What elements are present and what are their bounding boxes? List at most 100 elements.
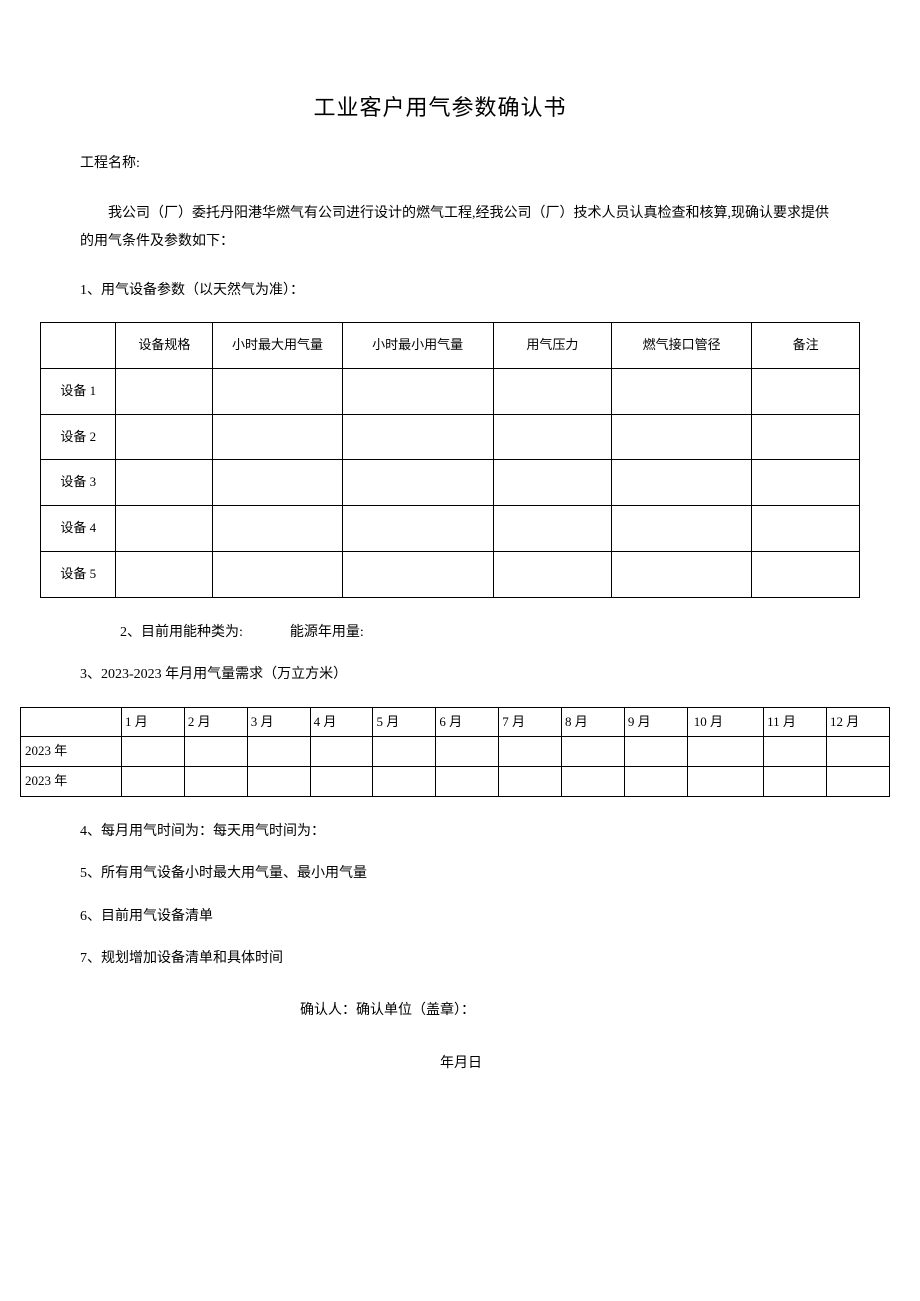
year-label: 2023 年 xyxy=(21,737,122,767)
row-label: 设备 1 xyxy=(41,368,116,414)
cell xyxy=(310,737,373,767)
cell xyxy=(213,460,342,506)
row-label: 设备 4 xyxy=(41,506,116,552)
project-name-label: 工程名称: xyxy=(80,153,840,175)
table-header-row: 1 月 2 月 3 月 4 月 5 月 6 月 7 月 8 月 9 月 10 月… xyxy=(21,707,890,737)
section-3-label: 3、2023-2023 年月用气量需求（万立方米） xyxy=(80,664,840,686)
th-month: 4 月 xyxy=(310,707,373,737)
cell xyxy=(612,506,752,552)
th-spec: 设备规格 xyxy=(116,322,213,368)
table-row: 设备 5 xyxy=(41,551,860,597)
th-pipe: 燃气接口管径 xyxy=(612,322,752,368)
cell xyxy=(116,368,213,414)
section-1-label: 1、用气设备参数（以天然气为准）： xyxy=(80,280,840,302)
th-month: 1 月 xyxy=(122,707,185,737)
cell xyxy=(493,368,612,414)
cell xyxy=(562,767,625,797)
cell xyxy=(436,737,499,767)
cell xyxy=(213,414,342,460)
cell xyxy=(752,551,860,597)
cell xyxy=(752,414,860,460)
cell xyxy=(184,737,247,767)
cell xyxy=(499,737,562,767)
cell xyxy=(612,368,752,414)
cell xyxy=(612,460,752,506)
th-month: 6 月 xyxy=(436,707,499,737)
cell xyxy=(122,737,185,767)
cell xyxy=(624,737,687,767)
cell xyxy=(342,551,493,597)
cell xyxy=(612,551,752,597)
cell xyxy=(213,551,342,597)
cell xyxy=(342,414,493,460)
year-label: 2023 年 xyxy=(21,767,122,797)
th-month: 3 月 xyxy=(247,707,310,737)
table-row: 2023 年 xyxy=(21,767,890,797)
monthly-demand-table: 1 月 2 月 3 月 4 月 5 月 6 月 7 月 8 月 9 月 10 月… xyxy=(20,707,890,797)
cell xyxy=(687,767,763,797)
section-7-label: 7、规划增加设备清单和具体时间 xyxy=(80,948,840,970)
cell xyxy=(687,737,763,767)
cell xyxy=(213,506,342,552)
cell xyxy=(752,368,860,414)
row-label: 设备 3 xyxy=(41,460,116,506)
cell xyxy=(499,767,562,797)
th-min: 小时最小用气量 xyxy=(342,322,493,368)
section-2-a: 2、目前用能种类为: xyxy=(120,625,243,640)
cell xyxy=(764,767,827,797)
cell xyxy=(184,767,247,797)
th-month: 9 月 xyxy=(624,707,687,737)
th-month: 5 月 xyxy=(373,707,436,737)
cell xyxy=(342,506,493,552)
cell xyxy=(493,460,612,506)
section-2-b: 能源年用量: xyxy=(290,625,364,640)
cell xyxy=(342,460,493,506)
cell xyxy=(116,551,213,597)
row-label: 设备 5 xyxy=(41,551,116,597)
cell xyxy=(436,767,499,797)
cell xyxy=(116,414,213,460)
section-4-label: 4、每月用气时间为：每天用气时间为： xyxy=(80,821,840,843)
th-note: 备注 xyxy=(752,322,860,368)
cell xyxy=(493,551,612,597)
section-6-label: 6、目前用气设备清单 xyxy=(80,906,840,928)
cell xyxy=(373,737,436,767)
th-blank xyxy=(21,707,122,737)
table-row: 设备 1 xyxy=(41,368,860,414)
cell xyxy=(826,767,889,797)
date-label: 年月日 xyxy=(440,1053,840,1075)
th-month: 12 月 xyxy=(826,707,889,737)
cell xyxy=(310,767,373,797)
cell xyxy=(116,460,213,506)
table-row: 设备 2 xyxy=(41,414,860,460)
cell xyxy=(612,414,752,460)
intro-paragraph: 我公司（厂）委托丹阳港华燃气有公司进行设计的燃气工程,经我公司（厂）技术人员认真… xyxy=(80,200,840,256)
cell xyxy=(116,506,213,552)
cell xyxy=(624,767,687,797)
th-month: 2 月 xyxy=(184,707,247,737)
cell xyxy=(826,737,889,767)
table-row: 设备 4 xyxy=(41,506,860,552)
th-max: 小时最大用气量 xyxy=(213,322,342,368)
table-row: 设备 3 xyxy=(41,460,860,506)
equipment-params-table: 设备规格 小时最大用气量 小时最小用气量 用气压力 燃气接口管径 备注 设备 1… xyxy=(40,322,860,598)
th-month: 7 月 xyxy=(499,707,562,737)
cell xyxy=(752,506,860,552)
th-blank xyxy=(41,322,116,368)
cell xyxy=(764,737,827,767)
cell xyxy=(752,460,860,506)
cell xyxy=(213,368,342,414)
cell xyxy=(122,767,185,797)
row-label: 设备 2 xyxy=(41,414,116,460)
th-month: 11 月 xyxy=(764,707,827,737)
cell xyxy=(342,368,493,414)
section-5-label: 5、所有用气设备小时最大用气量、最小用气量 xyxy=(80,863,840,885)
cell xyxy=(493,506,612,552)
document-title: 工业客户用气参数确认书 xyxy=(40,90,840,125)
table-header-row: 设备规格 小时最大用气量 小时最小用气量 用气压力 燃气接口管径 备注 xyxy=(41,322,860,368)
th-pressure: 用气压力 xyxy=(493,322,612,368)
table-row: 2023 年 xyxy=(21,737,890,767)
th-month: 10 月 xyxy=(687,707,763,737)
th-month: 8 月 xyxy=(562,707,625,737)
cell xyxy=(493,414,612,460)
